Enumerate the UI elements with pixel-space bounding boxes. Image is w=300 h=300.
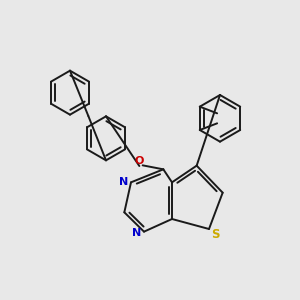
Text: S: S bbox=[211, 229, 219, 242]
Text: N: N bbox=[119, 177, 128, 187]
Text: O: O bbox=[135, 156, 144, 166]
Text: N: N bbox=[132, 228, 141, 238]
